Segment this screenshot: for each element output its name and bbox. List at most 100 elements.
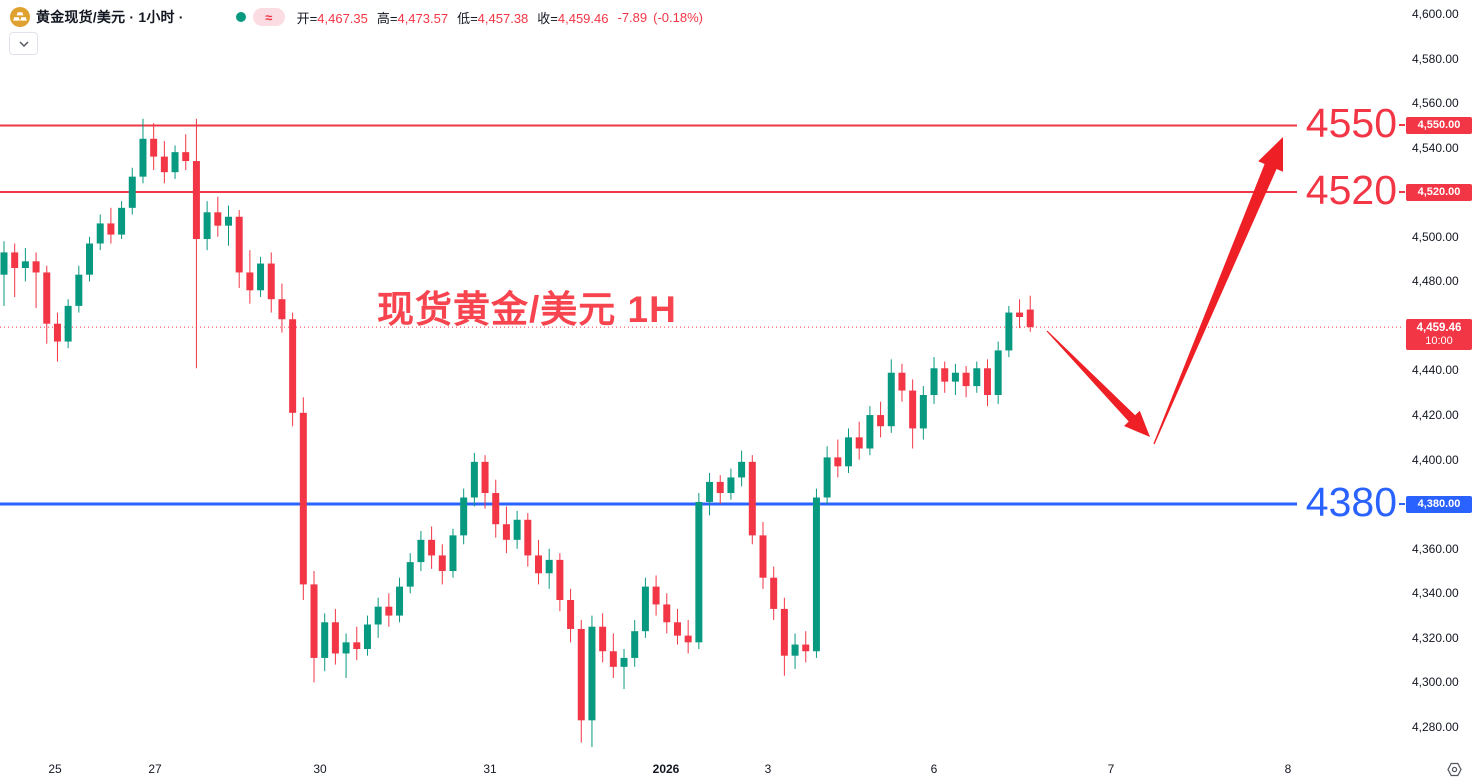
projection-arrow-up[interactable] [1153, 137, 1283, 445]
candle [492, 479, 500, 538]
candle [428, 526, 436, 569]
price-tick-label: 4,580.00 [1412, 51, 1459, 66]
candle [481, 455, 489, 509]
candle [267, 252, 275, 313]
candle [470, 452, 478, 507]
chart-canvas[interactable] [0, 0, 1404, 755]
level-label-4380[interactable]: 4380 [1305, 479, 1397, 526]
chevron-down-icon [18, 40, 29, 47]
candle [257, 256, 265, 297]
candle [609, 633, 617, 678]
open-label: 开= [296, 10, 318, 26]
time-tick-label: 8 [1284, 762, 1292, 776]
time-scale[interactable]: 25 27 30 31 2026 3 6 7 8 [0, 755, 1474, 784]
approx-data-badge[interactable]: ≈ [252, 8, 285, 26]
market-open-dot-icon [235, 12, 246, 22]
candle [748, 455, 756, 545]
ohlc-readout: 开=4,467.35 高=4,473.57 低=4,457.38 收=4,459… [297, 8, 709, 27]
current-price-value: 4,459.46 [1416, 321, 1462, 334]
candle [75, 265, 83, 313]
candle [128, 167, 136, 215]
price-tick-label: 4,300.00 [1412, 675, 1459, 690]
candle [53, 312, 61, 362]
candle [673, 608, 681, 645]
time-tick-label: 31 [483, 762, 497, 776]
price-scale[interactable]: 4,600.00 4,580.00 4,560.00 4,540.00 4,500.00… [1399, 0, 1474, 755]
candle [289, 312, 297, 427]
projection-arrow-down[interactable] [1046, 330, 1150, 437]
candle [449, 528, 457, 578]
candle [567, 588, 575, 643]
candle [845, 428, 853, 473]
candle [535, 539, 542, 585]
price-tick-label: 4,540.00 [1412, 140, 1459, 155]
time-tick-label: 27 [148, 762, 162, 776]
candle [599, 613, 607, 663]
high-value: 4,473.57 [397, 10, 449, 26]
candle [203, 201, 211, 251]
symbol-title[interactable]: 黄金现货/美元 · 1小时 · [36, 9, 184, 25]
candle [96, 214, 104, 251]
level-label-4550[interactable]: 4550 [1305, 100, 1397, 147]
candle [866, 406, 874, 456]
candle [513, 510, 521, 549]
candle [363, 615, 371, 656]
candle [770, 566, 778, 621]
candle [652, 575, 660, 616]
change-percent: (-0.18%) [653, 9, 703, 25]
legend-collapse-button[interactable] [9, 32, 38, 55]
candle [812, 488, 820, 658]
candle [631, 620, 639, 667]
candle [182, 134, 190, 170]
close-label: 收= [537, 10, 558, 26]
candle [86, 236, 94, 282]
gear-hexagon-icon [1446, 762, 1462, 776]
candle [716, 475, 724, 505]
candle [374, 597, 382, 638]
time-scale-settings-button[interactable] [1444, 759, 1464, 779]
candle [353, 626, 361, 661]
candle [321, 613, 329, 672]
price-tick-dash [1399, 191, 1405, 194]
level-label-4520[interactable]: 4520 [1305, 167, 1397, 214]
candle [727, 468, 735, 500]
candle [171, 145, 179, 179]
market-status: ≈ [235, 8, 285, 26]
candle [331, 608, 339, 665]
candle [791, 633, 799, 670]
candle [1026, 295, 1034, 332]
time-tick-label: 7 [1107, 762, 1115, 776]
symbol-legend: 黄金现货/美元 · 1小时 · ≈ 开=4,467.35 高=4,473.57 … [10, 7, 709, 27]
candle [834, 439, 842, 478]
candle [502, 506, 510, 554]
candle [887, 359, 895, 433]
candle [951, 363, 959, 396]
price-tick-label: 4,400.00 [1412, 452, 1459, 467]
candle [930, 357, 938, 404]
candle [802, 631, 810, 663]
candle [43, 265, 51, 344]
candle [909, 379, 917, 449]
close-value: 4,459.46 [557, 10, 609, 26]
candle [438, 544, 446, 585]
price-tick-dash [1399, 124, 1405, 127]
change-value: -7.89 [617, 9, 648, 25]
candle [385, 593, 393, 627]
candle [877, 401, 885, 438]
candle [299, 397, 307, 600]
candle [1005, 305, 1013, 358]
candle [11, 243, 19, 297]
level-price-badge: 4,520.00 [1406, 183, 1472, 201]
candle [64, 299, 72, 349]
candle [160, 141, 168, 184]
candle [406, 553, 414, 594]
candle [823, 446, 831, 505]
low-label: 低= [457, 10, 478, 26]
candle [0, 241, 8, 306]
candle [32, 252, 40, 309]
candle [524, 513, 532, 567]
current-price-time: 10:00 [1425, 334, 1453, 347]
candle [417, 530, 425, 572]
time-tick-label: 25 [48, 762, 62, 776]
